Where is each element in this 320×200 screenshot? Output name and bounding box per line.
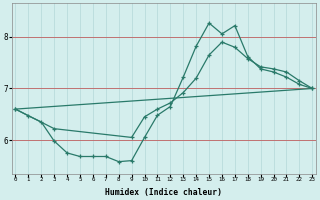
X-axis label: Humidex (Indice chaleur): Humidex (Indice chaleur)	[105, 188, 222, 197]
